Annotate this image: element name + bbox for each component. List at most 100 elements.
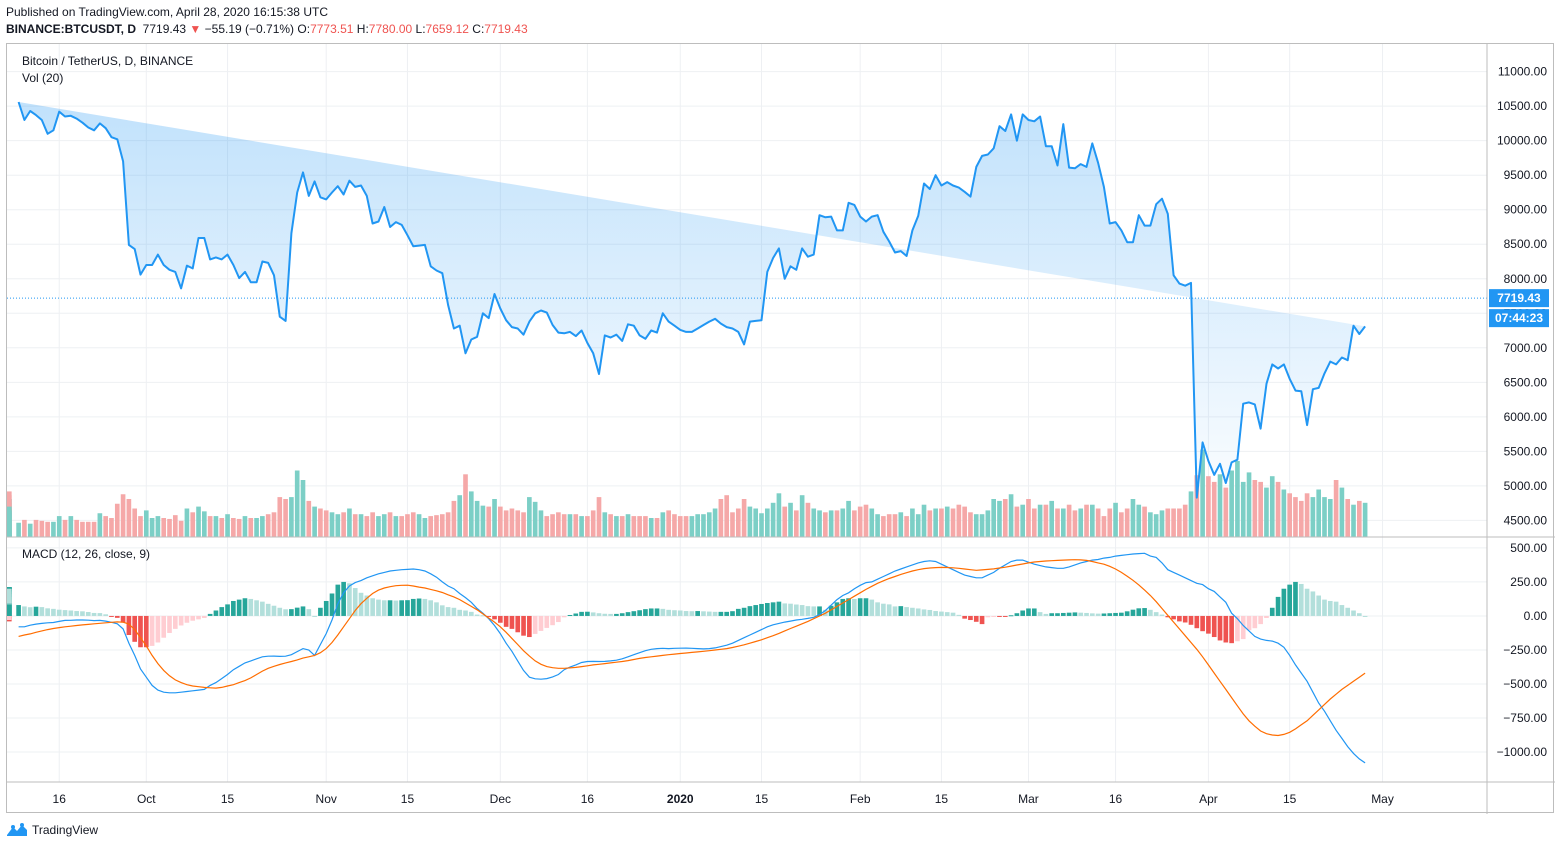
macd-histogram-bar (434, 602, 439, 616)
volume-bar (968, 512, 973, 537)
macd-histogram-bar (381, 600, 387, 616)
x-tick-label: Dec (490, 792, 511, 806)
macd-histogram-bar (921, 609, 927, 616)
x-tick-label: 15 (1283, 792, 1297, 806)
volume-bar (56, 516, 62, 537)
volume-bar (381, 514, 387, 537)
volume-bar (1060, 508, 1066, 537)
volume-bar (898, 512, 904, 537)
volume-bar (741, 499, 747, 537)
volume-bar (573, 514, 579, 537)
macd-histogram-bar (619, 613, 625, 616)
price-tick-label: 10000.00 (1497, 134, 1547, 148)
macd-histogram-bar (701, 611, 706, 616)
macd-histogram-bar (544, 615, 550, 628)
price-tick-label: 4500.00 (1504, 513, 1548, 527)
volume-bar (608, 514, 613, 537)
volume-bar (207, 516, 213, 537)
chart-canvas[interactable]: 11000.00 10500.00 10000.00 9500.00 9000.00 85… (7, 44, 1555, 814)
volume-bar (434, 515, 439, 537)
macd-histogram-bar (439, 605, 445, 616)
price-tick-label: 9000.00 (1504, 203, 1548, 217)
volume-bar (219, 518, 225, 537)
chart-frame[interactable]: 11000.00 10500.00 10000.00 9500.00 9000.00 85… (6, 43, 1555, 814)
volume-bar (712, 508, 718, 537)
volume-bar (1246, 472, 1252, 537)
volume-bar (527, 497, 532, 537)
volume-bar (1090, 504, 1095, 537)
volume-bar (7, 512, 12, 537)
volume-bar (1310, 497, 1316, 537)
volume-bar (1072, 510, 1078, 537)
signal-line (18, 559, 1366, 737)
volume-bar (962, 506, 967, 537)
volume-bar (1235, 461, 1240, 537)
macd-histogram-bar (672, 610, 677, 616)
x-tick-label: 15 (935, 792, 949, 806)
countdown-badge-text: 07:44:23 (1495, 311, 1543, 325)
macd-histogram-bar (654, 608, 660, 616)
macd-histogram-bar (608, 613, 613, 616)
price-tick-label: 11000.00 (1498, 65, 1547, 79)
macd-histogram-bar (660, 608, 666, 616)
price-tick-label: 8000.00 (1504, 272, 1548, 286)
volume-bar (915, 514, 921, 537)
macd-histogram-bar (196, 615, 201, 620)
volume-bar (27, 523, 33, 537)
volume-bar (149, 518, 155, 537)
macd-histogram-bar (480, 615, 486, 617)
macd-histogram-bar (167, 615, 172, 633)
volume-bar (306, 500, 312, 537)
macd-histogram-bar (973, 615, 979, 622)
volume-bar (277, 497, 283, 537)
macd-histogram-bar (1316, 595, 1322, 616)
volume-bar (85, 521, 91, 537)
volume-bar (997, 500, 1002, 537)
macd-histogram-bar (933, 611, 938, 616)
volume-bar (178, 520, 184, 537)
macd-histogram-bar (1240, 615, 1246, 640)
macd-histogram-bar (1333, 601, 1339, 616)
macd-histogram-bar (666, 609, 671, 616)
macd-histogram-bar (857, 598, 863, 616)
macd-histogram-bar (207, 613, 213, 616)
volume-bar (1211, 481, 1217, 537)
volume-bar (265, 514, 271, 537)
macd-histogram-bar (735, 608, 741, 616)
macd-histogram-bar (817, 606, 822, 616)
volume-bar (341, 512, 346, 537)
macd-histogram-bar (97, 613, 103, 616)
volume-bar (625, 514, 631, 537)
macd-histogram-bar (265, 603, 271, 616)
volume-bar (1148, 512, 1153, 537)
volume-bar (759, 513, 764, 537)
published-line: Published on TradingView.com, April 28, … (6, 5, 328, 19)
macd-histogram-bar (1049, 613, 1055, 616)
volume-bar (312, 506, 317, 537)
macd-histogram-bar (1159, 614, 1165, 616)
volume-bar (782, 506, 788, 537)
macd-histogram-bar (561, 615, 567, 618)
volume-bar (730, 512, 735, 537)
volume-bar (80, 521, 85, 537)
volume-bar (329, 512, 335, 537)
volume-bar (1258, 481, 1263, 537)
macd-histogram-bar (1002, 615, 1008, 617)
volume-bar (1124, 508, 1130, 537)
macd-histogram-bar (62, 610, 68, 616)
macd-histogram-bar (997, 615, 1002, 617)
macd-histogram-bar (1084, 612, 1089, 616)
macd-histogram-bar (45, 608, 50, 616)
macd-histogram-bar (248, 598, 254, 616)
volume-bar (910, 508, 915, 537)
volume-bar (1304, 493, 1310, 537)
macd-histogram-bar (730, 611, 735, 616)
volume-bar (794, 510, 799, 537)
macd-histogram-bar (1252, 615, 1258, 629)
macd-histogram-bar (515, 615, 521, 633)
macd-histogram-bar (1031, 608, 1037, 616)
x-tick-label: 2020 (667, 792, 694, 806)
volume-bar (231, 518, 236, 537)
volume-bar (445, 512, 451, 537)
macd-histogram-bar (16, 605, 21, 616)
